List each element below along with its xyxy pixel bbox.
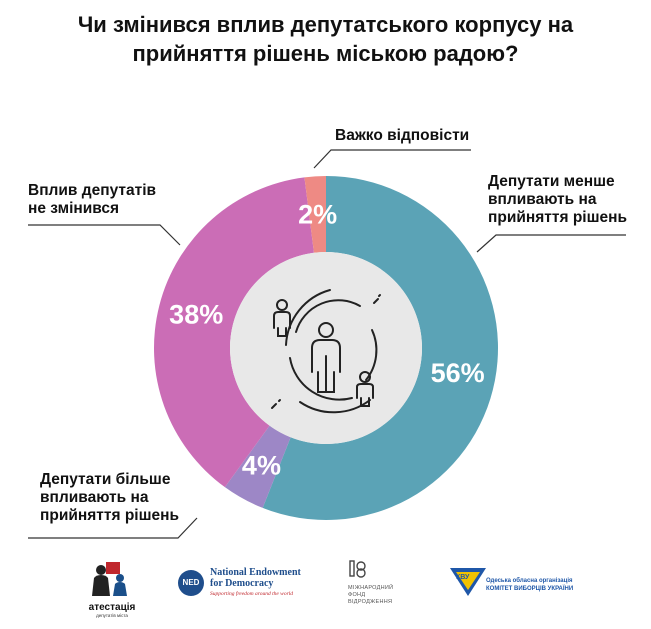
label-same-line1: Вплив депутатів (28, 182, 157, 199)
atestatsia-logo: атестація депутатів міста (86, 560, 138, 618)
label-more-influence: Депутати більше впливають на прийняття р… (40, 471, 179, 525)
label-more-line2: впливають на (40, 489, 149, 506)
label-more-line3: прийняття рішень (40, 507, 180, 524)
donut-slices (153, 176, 498, 520)
label-less-line1: Депутати менше (488, 173, 615, 190)
label-same-line2: не змінився (28, 200, 120, 217)
donut-slice-2 (153, 177, 314, 488)
center-circle (230, 252, 422, 444)
percent-label-2: 38% (169, 300, 223, 330)
leader-line-less (476, 234, 626, 253)
cvu-emblem-icon (450, 568, 486, 596)
irf-logo: МІЖНАРОДНИЙ ФОНД ВІДРОДЖЕННЯ (348, 560, 408, 610)
donut-slice-0 (262, 176, 498, 520)
label-less-line3: прийняття рішень (488, 209, 628, 226)
irf-line2: ФОНД (348, 592, 366, 598)
ned-tagline: Supporting freedom around the world (210, 591, 294, 597)
label-less-influence: Депутати менше впливають на прийняття рі… (488, 173, 627, 227)
atestatsia-logo-sub: депутатів міста (96, 613, 128, 618)
donut-slice-3 (304, 176, 326, 253)
label-no-change: Вплив депутатів не змінився (28, 182, 156, 218)
cvu-line2: КОМІТЕТ ВИБОРЦІВ УКРАЇНИ (486, 586, 574, 592)
label-more-line1: Депутати більше (40, 471, 171, 488)
leader-line-more (28, 517, 198, 539)
donut-slice-1 (224, 425, 291, 508)
label-less-line2: впливають на (488, 191, 597, 208)
percent-label-0: 56% (431, 358, 485, 388)
label-hard-to-answer: Важко відповісти (335, 127, 470, 144)
people-circle-icon (271, 289, 381, 414)
percent-label-3: 2% (298, 199, 337, 229)
percent-labels: 56% 4% 38% 2% (169, 199, 484, 480)
irf-line3: ВІДРОДЖЕННЯ (348, 599, 393, 605)
leader-lines (28, 149, 626, 539)
cvu-badge: КВУ (456, 574, 470, 581)
irf-line1: МІЖНАРОДНИЙ (348, 585, 394, 591)
leader-line-same (28, 224, 181, 246)
leader-line-hard (313, 149, 471, 169)
ned-badge: NED (178, 570, 204, 596)
irf-logo-icon (349, 560, 366, 578)
ned-line1: National Endowment (210, 567, 301, 578)
percent-label-1: 4% (242, 450, 281, 480)
cvu-logo: КВУ Одеська обласна організація КОМІТЕТ … (448, 566, 578, 606)
figures-logo-icon (92, 562, 127, 596)
ned-logo: NED National Endowment for Democracy Sup… (178, 565, 328, 605)
ned-line2: for Democracy (210, 578, 274, 589)
chart-title: Чи змінився вплив депутатського корпусу … (77, 12, 574, 66)
cvu-line1: Одеська обласна організація (486, 578, 573, 584)
atestatsia-logo-name: атестація (88, 602, 136, 613)
